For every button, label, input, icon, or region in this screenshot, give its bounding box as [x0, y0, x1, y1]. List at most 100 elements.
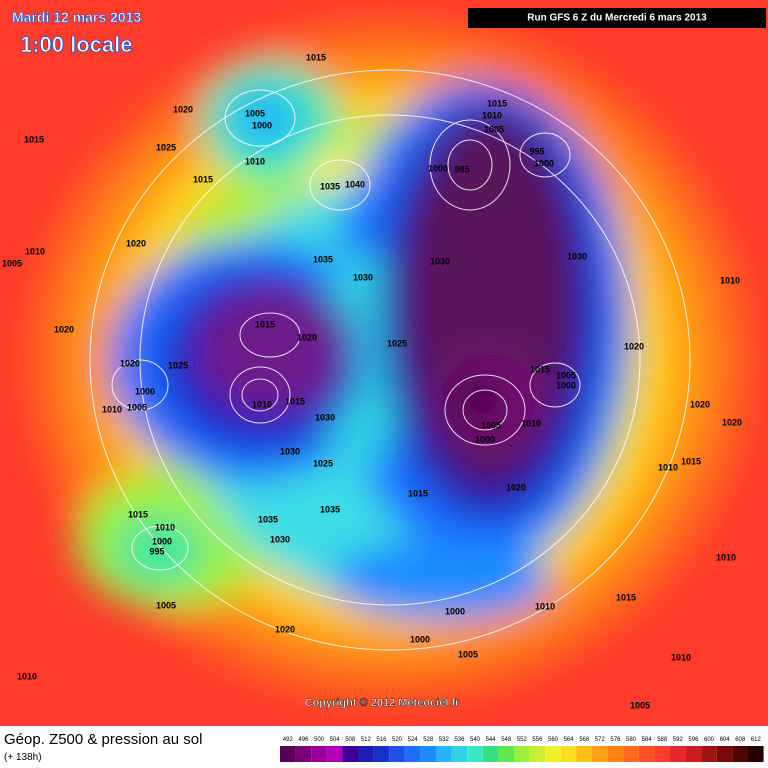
scale-swatch: [716, 746, 733, 762]
isobar-label: 1035: [258, 514, 278, 524]
isobar-label: 1030: [353, 272, 373, 282]
scale-swatch: [701, 746, 717, 762]
scale-label: 596: [688, 737, 699, 743]
isobar-label: 1015: [255, 319, 275, 329]
scale-swatch: [685, 746, 702, 762]
isobar-label: 1005: [630, 700, 650, 710]
isobar-label: 1010: [482, 110, 502, 120]
isobar-label: 1035: [320, 181, 340, 191]
isobar-label: 1040: [345, 179, 365, 189]
scale-swatch: [482, 746, 499, 762]
isobar-label: 1030: [280, 446, 300, 456]
isobar-label: 1030: [315, 412, 335, 422]
scale-swatch: [451, 746, 468, 762]
scale-label: 564: [564, 737, 575, 743]
isobar-label: 1015: [285, 396, 305, 406]
scale-label: 492: [283, 737, 294, 743]
isobar-label: 1005: [484, 124, 504, 134]
isobar-label: 1025: [168, 360, 188, 370]
scale-swatch: [529, 746, 546, 762]
scale-label: 496: [298, 737, 309, 743]
isobar-label: 1015: [193, 174, 213, 184]
isobar-label: 1015: [24, 134, 44, 144]
isobar-label: 1025: [387, 338, 407, 348]
isobar-label: 1015: [681, 456, 701, 466]
isobar-label: 1000: [556, 380, 576, 390]
isobar-label: 1000: [428, 163, 448, 173]
scale-label: 516: [376, 737, 387, 743]
isobar-label: 1015: [487, 98, 507, 108]
isobar-label: 1010: [245, 156, 265, 166]
scale-label: 612: [751, 737, 762, 743]
isobar-label: 1000: [445, 606, 465, 616]
isobar-label: 1010: [716, 552, 736, 562]
isobar-label: 1030: [270, 534, 290, 544]
isobar-label: 1005: [556, 370, 576, 380]
forecast-date: Mardi 12 mars 2013: [12, 9, 141, 25]
isobar-label: 1015: [128, 509, 148, 519]
isobar-label: 995: [149, 546, 164, 556]
scale-label: 560: [548, 737, 559, 743]
isobar-label: 1020: [722, 417, 742, 427]
scale-label: 584: [642, 737, 653, 743]
isobar-label: 1030: [567, 251, 587, 261]
scale-swatch: [670, 746, 686, 762]
scale-label: 552: [517, 737, 528, 743]
isobar-label: 1035: [320, 504, 340, 514]
scale-swatch: [280, 746, 296, 762]
scale-swatch: [732, 746, 748, 762]
isobar-label: 1020: [126, 238, 146, 248]
isobar-label: 1020: [173, 104, 193, 114]
scale-label: 588: [657, 737, 668, 743]
isobar-label: 1000: [135, 386, 155, 396]
scale-label: 540: [470, 737, 481, 743]
isobar-label: 995: [529, 146, 544, 156]
run-banner: [468, 8, 766, 28]
scale-label: 504: [330, 737, 341, 743]
isobar-label: 1015: [530, 364, 550, 374]
scale-swatch: [373, 746, 390, 762]
scale-label: 600: [704, 737, 715, 743]
scale-label: 508: [345, 737, 356, 743]
scale-swatch: [436, 746, 452, 762]
scale-label: 592: [673, 737, 684, 743]
scale-swatch: [404, 746, 421, 762]
isobar-label: 1020: [275, 624, 295, 634]
isobar-label: 1025: [313, 458, 333, 468]
isobar-label: 1015: [616, 592, 636, 602]
isobar-label: 1020: [690, 399, 710, 409]
scale-label: 556: [532, 737, 543, 743]
isobar-label: 1000: [152, 536, 172, 546]
scale-swatch: [311, 746, 327, 762]
isobar-label: 1010: [17, 671, 37, 681]
scale-swatch: [467, 746, 483, 762]
scale-swatch: [295, 746, 312, 762]
isobar-label: 985: [454, 164, 469, 174]
scale-label: 572: [595, 737, 606, 743]
isobar-label: 1010: [535, 601, 555, 611]
scale-label: 576: [610, 737, 621, 743]
isobar-label: 1010: [102, 404, 122, 414]
isobar-label: 1020: [297, 332, 317, 342]
color-scale: 492 496 500 504 508 512 516 520 524 528 532 536 540 5…: [280, 737, 764, 762]
isobar-label: 1035: [313, 254, 333, 264]
scale-swatch: [560, 746, 577, 762]
scale-label: 544: [486, 737, 497, 743]
local-time: 1:00 locale: [20, 32, 133, 57]
scale-label: 536: [454, 737, 465, 743]
isobar-label: 1005: [2, 258, 22, 268]
isobar-label: 1020: [54, 324, 74, 334]
scale-label: 520: [392, 737, 403, 743]
copyright: Copyright © 2012 Meteociel.fr: [305, 697, 461, 709]
scale-label: 532: [439, 737, 450, 743]
isobar-label: 1010: [155, 522, 175, 532]
scale-swatch: [514, 746, 530, 762]
isobar-label: 1005: [156, 600, 176, 610]
isobar-label: 1010: [720, 275, 740, 285]
scale-swatch: [326, 746, 343, 762]
scale-swatch: [545, 746, 561, 762]
isobar-label: 1010: [658, 462, 678, 472]
scale-swatch: [592, 746, 608, 762]
